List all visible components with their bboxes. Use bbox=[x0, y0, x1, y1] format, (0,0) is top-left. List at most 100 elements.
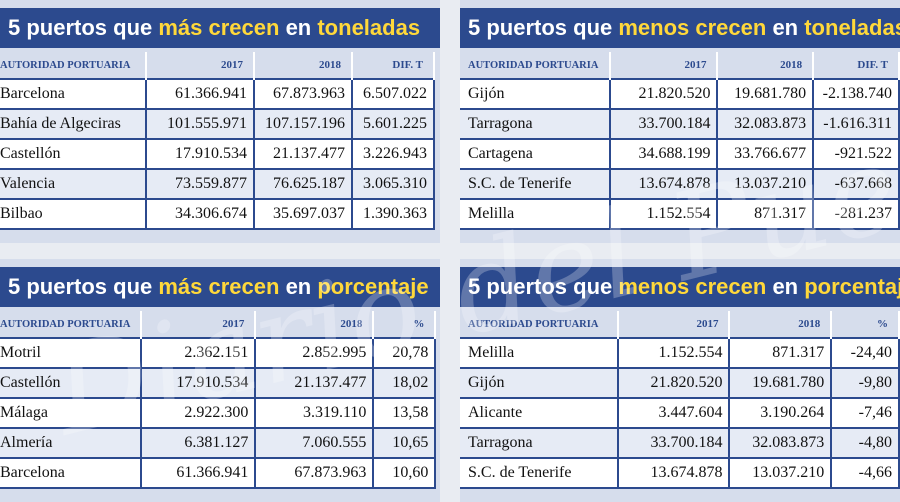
table-row: Alicante 3.447.604 3.190.264 -7,46 bbox=[460, 398, 900, 429]
table-row: Cartagena 34.688.199 33.766.677 -921.522 bbox=[460, 139, 900, 170]
table-row: S.C. de Tenerife 13.674.878 13.037.210 -… bbox=[460, 458, 900, 489]
table-row: Castellón 17.910.534 21.137.477 3.226.94… bbox=[0, 139, 435, 170]
value-2018: 21.137.477 bbox=[254, 139, 353, 170]
value-2017: 13.674.878 bbox=[617, 458, 731, 489]
value-percent: 10,65 bbox=[373, 428, 437, 459]
value-2017: 2.362.151 bbox=[141, 337, 257, 369]
column-header: AUTORIDAD PORTUARIA bbox=[460, 52, 611, 79]
port-name: Castellón bbox=[0, 368, 143, 399]
table-row: Melilla 1.152.554 871.317 -281.237 bbox=[460, 199, 900, 230]
value-percent: -9,80 bbox=[831, 368, 900, 399]
value-diff: -1.616.311 bbox=[813, 109, 900, 140]
column-header: DIF. T bbox=[813, 52, 900, 79]
port-name: Tarragona bbox=[460, 109, 611, 140]
table-row: Barcelona 61.366.941 67.873.963 10,60 bbox=[0, 458, 437, 489]
value-diff: 6.507.022 bbox=[352, 78, 435, 110]
table-row: Tarragona 33.700.184 32.083.873 -4,80 bbox=[460, 428, 900, 459]
value-percent: -7,46 bbox=[831, 398, 900, 429]
value-percent: 13,58 bbox=[373, 398, 437, 429]
table-header-row: AUTORIDAD PORTUARIA 2017 2018 DIF. T bbox=[460, 52, 900, 79]
column-header: 2018 bbox=[254, 52, 353, 79]
table-row: Motril 2.362.151 2.852.995 20,78 bbox=[0, 337, 437, 369]
value-2017: 73.559.877 bbox=[146, 169, 255, 200]
value-percent: -4,66 bbox=[831, 458, 900, 489]
panel-title: 5 puertos que más crecen en toneladas bbox=[0, 8, 440, 48]
panel-title: 5 puertos que menos crecen en porcentaje bbox=[460, 267, 900, 307]
value-2018: 2.852.995 bbox=[255, 337, 375, 369]
value-diff: -637.668 bbox=[813, 169, 900, 200]
panel-title: 5 puertos que más crecen en porcentaje bbox=[0, 267, 440, 307]
value-2017: 34.306.674 bbox=[146, 199, 255, 230]
value-2018: 13.037.210 bbox=[717, 169, 815, 200]
value-2018: 67.873.963 bbox=[255, 458, 375, 489]
port-name: S.C. de Tenerife bbox=[460, 458, 619, 489]
panel-least-growth-tonnes: 5 puertos que menos crecen en toneladas … bbox=[460, 0, 900, 243]
panel-title: 5 puertos que menos crecen en toneladas bbox=[460, 8, 900, 48]
column-header: AUTORIDAD PORTUARIA bbox=[0, 52, 147, 79]
table-row: Barcelona 61.366.941 67.873.963 6.507.02… bbox=[0, 78, 435, 110]
panel-most-growth-tonnes: 5 puertos que más crecen en toneladas AU… bbox=[0, 0, 440, 243]
table-header-row: AUTORIDAD PORTUARIA 2017 2018 DIF. T bbox=[0, 52, 435, 79]
ports-table: AUTORIDAD PORTUARIA 2017 2018 % Motril 2… bbox=[0, 311, 437, 489]
column-header: % bbox=[373, 311, 437, 338]
column-header: AUTORIDAD PORTUARIA bbox=[460, 311, 619, 338]
value-2018: 3.319.110 bbox=[255, 398, 375, 429]
port-name: Bahía de Algeciras bbox=[0, 109, 147, 140]
value-2018: 871.317 bbox=[717, 199, 815, 230]
port-name: Bilbao bbox=[0, 199, 147, 230]
value-2018: 67.873.963 bbox=[254, 78, 353, 110]
column-header: DIF. T bbox=[352, 52, 435, 79]
value-diff: -2.138.740 bbox=[813, 78, 900, 110]
value-2018: 76.625.187 bbox=[254, 169, 353, 200]
value-2018: 19.681.780 bbox=[717, 78, 815, 110]
value-2018: 19.681.780 bbox=[729, 368, 833, 399]
table-row: Málaga 2.922.300 3.319.110 13,58 bbox=[0, 398, 437, 429]
table-row: Tarragona 33.700.184 32.083.873 -1.616.3… bbox=[460, 109, 900, 140]
value-2017: 61.366.941 bbox=[146, 78, 255, 110]
table-header-row: AUTORIDAD PORTUARIA 2017 2018 % bbox=[0, 311, 437, 338]
value-2018: 32.083.873 bbox=[717, 109, 815, 140]
ports-table: AUTORIDAD PORTUARIA 2017 2018 DIF. T Gij… bbox=[460, 52, 900, 230]
value-2017: 21.820.520 bbox=[609, 78, 719, 110]
value-2017: 2.922.300 bbox=[141, 398, 257, 429]
value-diff: 3.226.943 bbox=[352, 139, 435, 170]
value-diff: -921.522 bbox=[813, 139, 900, 170]
column-header: 2018 bbox=[255, 311, 375, 338]
column-header: AUTORIDAD PORTUARIA bbox=[0, 311, 143, 338]
value-2017: 101.555.971 bbox=[146, 109, 255, 140]
value-2018: 13.037.210 bbox=[729, 458, 833, 489]
column-header: 2017 bbox=[609, 52, 719, 79]
port-name: Alicante bbox=[460, 398, 619, 429]
port-name: Gijón bbox=[460, 368, 619, 399]
value-2017: 61.366.941 bbox=[141, 458, 257, 489]
value-2017: 21.820.520 bbox=[617, 368, 731, 399]
table-row: Bilbao 34.306.674 35.697.037 1.390.363 bbox=[0, 199, 435, 230]
value-2017: 34.688.199 bbox=[609, 139, 719, 170]
table-row: Almería 6.381.127 7.060.555 10,65 bbox=[0, 428, 437, 459]
value-2017: 17.910.534 bbox=[146, 139, 255, 170]
table-row: Gijón 21.820.520 19.681.780 -9,80 bbox=[460, 368, 900, 399]
port-name: Melilla bbox=[460, 337, 619, 369]
value-2018: 35.697.037 bbox=[254, 199, 353, 230]
value-percent: 20,78 bbox=[373, 337, 437, 369]
value-2017: 6.381.127 bbox=[141, 428, 257, 459]
value-2018: 32.083.873 bbox=[729, 428, 833, 459]
value-2018: 33.766.677 bbox=[717, 139, 815, 170]
value-percent: 10,60 bbox=[373, 458, 437, 489]
column-header: % bbox=[831, 311, 900, 338]
table-header-row: AUTORIDAD PORTUARIA 2017 2018 % bbox=[460, 311, 900, 338]
port-name: Valencia bbox=[0, 169, 147, 200]
ports-table: AUTORIDAD PORTUARIA 2017 2018 % Melilla … bbox=[460, 311, 900, 489]
value-2018: 21.137.477 bbox=[255, 368, 375, 399]
table-row: Bahía de Algeciras 101.555.971 107.157.1… bbox=[0, 109, 435, 140]
value-percent: 18,02 bbox=[373, 368, 437, 399]
table-row: Melilla 1.152.554 871.317 -24,40 bbox=[460, 337, 900, 369]
value-2017: 17.910.534 bbox=[141, 368, 257, 399]
port-name: Barcelona bbox=[0, 458, 143, 489]
panel-most-growth-percent: 5 puertos que más crecen en porcentaje A… bbox=[0, 259, 440, 502]
column-header: 2018 bbox=[717, 52, 815, 79]
value-diff: -281.237 bbox=[813, 199, 900, 230]
column-header: 2018 bbox=[729, 311, 833, 338]
port-name: Barcelona bbox=[0, 78, 147, 110]
value-2018: 3.190.264 bbox=[729, 398, 833, 429]
